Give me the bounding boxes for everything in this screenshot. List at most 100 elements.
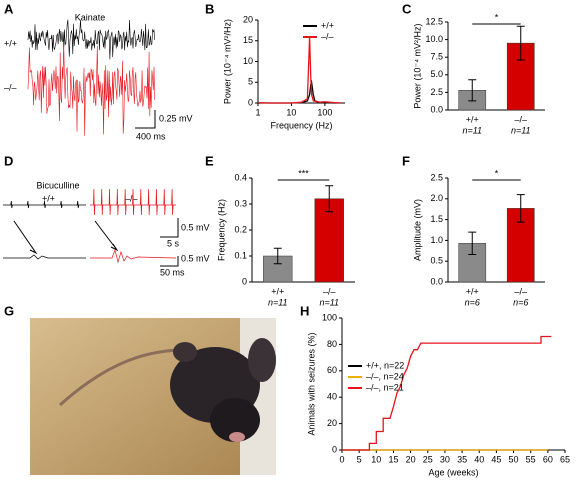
series-line: [342, 335, 552, 451]
panel-letter: A: [4, 1, 14, 16]
arrow: [13, 220, 38, 255]
eeg-trace: [27, 19, 155, 60]
y-tick-label: 0.0: [430, 276, 443, 286]
legend-label: +/+, n=22: [366, 360, 404, 370]
y-tick-label: 0.1: [234, 250, 247, 260]
genotype-label: +/+: [42, 193, 55, 203]
y-tick-label: 0: [332, 444, 337, 454]
x-tick-label: 20: [406, 454, 416, 464]
error-bar: [516, 194, 525, 223]
error-bar: [516, 25, 525, 61]
x-tick-label: 10: [371, 454, 381, 464]
x-tick-label: –/–: [514, 286, 527, 296]
panel-letter: E: [205, 153, 214, 168]
y-tick-label: 100: [322, 312, 337, 322]
x-tick-label: 60: [543, 454, 553, 464]
x-tick-label: –/–: [323, 286, 336, 296]
x-tick-label: –/–: [514, 114, 527, 124]
x-tick-label: 10: [286, 107, 296, 117]
legend-label: –/–, n=24: [366, 371, 404, 381]
y-tick-label: 5.0: [430, 69, 443, 79]
y-axis-label: Amplitude (mV): [412, 199, 422, 261]
scale-label: 5 s: [167, 238, 180, 248]
x-tick-label: 55: [526, 454, 536, 464]
error-bar: [468, 231, 477, 256]
y-tick-label: 20: [327, 418, 337, 428]
arrow: [94, 220, 119, 252]
y-tick-label: 10: [243, 56, 253, 66]
error-bar: [273, 247, 282, 265]
y-tick-label: 0.3: [234, 198, 247, 208]
y-axis-label: Power (10⁻⁴ mV²/Hz): [222, 19, 232, 104]
x-tick-label: 40: [474, 454, 484, 464]
n-label: n=11: [319, 297, 339, 307]
genotype-label: –/–: [4, 82, 17, 92]
panel-letter: F: [402, 153, 410, 168]
eeg-trace: [3, 254, 86, 260]
y-tick-label: 0: [248, 97, 253, 107]
scale-label: 50 ms: [160, 267, 185, 277]
y-tick-label: 10.0: [425, 34, 443, 44]
y-tick-label: 1.5: [430, 214, 443, 224]
y-tick-label: 15: [243, 35, 253, 45]
scale-bar: [160, 218, 179, 238]
x-axis-label: Frequency (Hz): [270, 120, 332, 130]
significance-label: *: [495, 168, 499, 178]
eeg-trace: [3, 200, 86, 209]
n-label: n=6: [513, 297, 528, 307]
photo: [30, 318, 276, 475]
genotype-label: –/–: [125, 193, 138, 203]
y-tick-label: 7.5: [430, 52, 443, 62]
y-axis-label: Power (10⁻⁴ mV²/Hz): [412, 23, 422, 108]
scale-label: 0.5 mV: [181, 222, 210, 232]
legend-label: –/–: [321, 31, 334, 41]
x-tick-label: 35: [457, 454, 467, 464]
x-tick-label: 65: [560, 454, 570, 464]
error-bar: [468, 79, 477, 102]
scale-label: 0.25 mV: [159, 113, 193, 123]
genotype-label: +/+: [4, 38, 17, 48]
x-axis-label: Age (weeks): [428, 467, 478, 477]
legend-label: –/–, n=21: [366, 382, 404, 392]
eeg-trace: [90, 188, 176, 216]
eeg-trace: [27, 40, 155, 136]
x-tick-label: +/+: [466, 114, 479, 124]
y-tick-label: 0.0: [430, 104, 443, 114]
x-tick-label: 1: [255, 107, 260, 117]
x-tick-label: 30: [440, 454, 450, 464]
significance-label: *: [495, 12, 499, 22]
y-tick-label: 0: [242, 276, 247, 286]
y-tick-label: 80: [327, 339, 337, 349]
x-tick-label: 5: [357, 454, 362, 464]
x-tick-label: 15: [388, 454, 398, 464]
x-tick-label: +/+: [466, 286, 479, 296]
legend-label: +/+: [321, 20, 334, 30]
scale-label: 400 ms: [136, 131, 166, 141]
trace-title: Bicuculline: [36, 180, 79, 190]
y-tick-label: 2.5: [430, 87, 443, 97]
series-line: [257, 36, 341, 104]
y-axis-label: Frequency (Hz): [216, 199, 226, 261]
x-tick-label: 0: [339, 454, 344, 464]
x-tick-label: 50: [509, 454, 519, 464]
n-label: n=6: [465, 297, 480, 307]
x-tick-label: 100: [317, 107, 332, 117]
error-bar: [325, 185, 334, 213]
panel-letter: D: [4, 153, 13, 168]
trace-title: Kainate: [75, 12, 106, 22]
y-tick-label: 0.5: [430, 256, 443, 266]
x-tick-label: +/+: [271, 286, 284, 296]
series-line: [258, 79, 341, 104]
panel-letter: B: [205, 1, 214, 16]
eeg-trace: [90, 248, 177, 264]
x-tick-label: 45: [491, 454, 501, 464]
y-tick-label: 40: [327, 392, 337, 402]
y-tick-label: 5: [248, 77, 253, 87]
scale-bar: [160, 256, 179, 267]
y-tick-label: 60: [327, 365, 337, 375]
y-tick-label: 20: [243, 14, 253, 24]
significance-label: ***: [298, 168, 309, 178]
x-tick-label: 25: [423, 454, 433, 464]
y-tick-label: 12.5: [425, 16, 443, 26]
